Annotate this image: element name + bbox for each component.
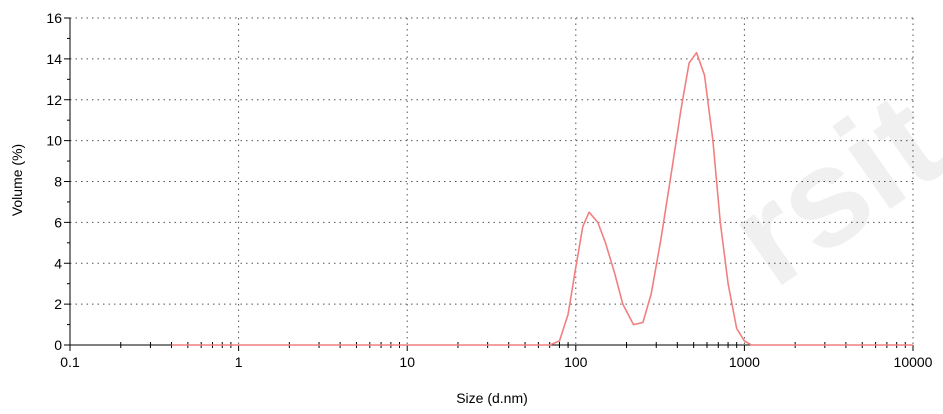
series	[171, 51, 913, 346]
y-tick-label: 2	[54, 296, 62, 312]
series-line	[171, 51, 913, 346]
x-tick-label: 100	[564, 354, 588, 370]
y-tick-label: 14	[46, 51, 62, 67]
y-tick-label: 0	[54, 337, 62, 353]
x-tick-label: 1	[235, 354, 243, 370]
x-tick-label: 1000	[729, 354, 760, 370]
x-tick-label: 10	[399, 354, 415, 370]
ticks: 0 2 4 6 8 10 12 14 16 0.1 1 10 100 1000 10000	[46, 10, 932, 370]
y-tick-label: 4	[54, 255, 62, 271]
axes	[69, 18, 913, 346]
x-tick-label: 10000	[894, 354, 933, 370]
y-axis-label: Volume (%)	[9, 144, 25, 216]
y-tick-label: 10	[46, 133, 62, 149]
x-axis-label: Size (d.nm)	[456, 390, 528, 406]
y-tick-label: 8	[54, 174, 62, 190]
grid	[70, 17, 914, 345]
y-tick-label: 6	[54, 214, 62, 230]
y-tick-label: 16	[46, 10, 62, 26]
x-tick-label: 0.1	[60, 354, 80, 370]
y-tick-label: 12	[46, 92, 62, 108]
